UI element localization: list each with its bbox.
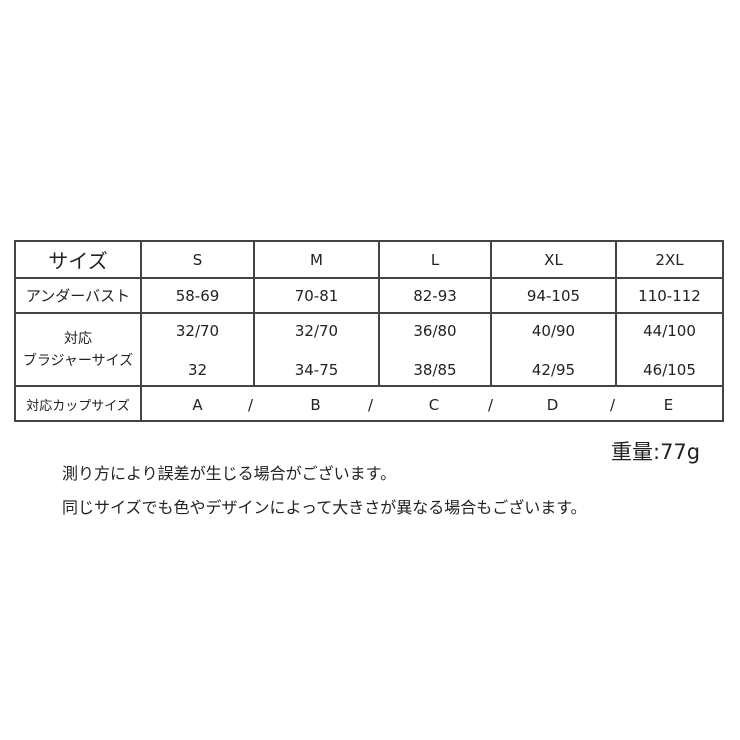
cup-size-value: D	[546, 395, 559, 414]
under-bust-value: 94-105	[490, 279, 615, 312]
weight-label: 重量:77g	[611, 440, 701, 464]
cup-size-value: C	[428, 395, 440, 414]
bra-size-cell: 36/80 38/85	[378, 314, 490, 385]
under-bust-value: 70-81	[253, 279, 378, 312]
size-chart-table: サイズ S M L XL 2XL アンダーバスト 58-69 70-81 82-…	[14, 240, 724, 422]
bra-size-bottom: 32	[187, 361, 208, 379]
bra-size-cell: 40/90 42/95	[490, 314, 615, 385]
bra-size-cell: 32/70 32	[140, 314, 253, 385]
size-m: M	[253, 242, 378, 277]
bra-size-bottom: 34-75	[294, 361, 339, 379]
bra-size-cell: 32/70 34-75	[253, 314, 378, 385]
cup-size-label: 対応カップサイズ	[26, 399, 130, 414]
bra-size-bottom: 46/105	[643, 361, 696, 379]
bra-size-bottom: 42/95	[531, 361, 576, 379]
size-l: L	[378, 242, 490, 277]
cup-size-value: E	[663, 395, 674, 414]
cup-size-value: B	[310, 395, 321, 414]
size-label: サイズ	[48, 249, 108, 273]
under-bust-value: 110-112	[615, 279, 722, 312]
under-bust-value: 82-93	[378, 279, 490, 312]
bra-size-top: 32/70	[294, 322, 339, 340]
bra-size-row: 対応 ブラジャーサイズ 32/70 32 32/70 34-75 36/80 38/8…	[16, 314, 722, 387]
bra-size-bottom: 38/85	[413, 361, 457, 379]
note-line-1: 測り方により誤差が生じる場合がございます。	[62, 464, 397, 483]
cup-size-row: 対応カップサイズ A B C D E / / / /	[16, 387, 722, 422]
bra-size-label-line2: ブラジャーサイズ	[22, 352, 134, 369]
bra-size-top: 40/90	[531, 322, 576, 340]
note-line-2: 同じサイズでも色やデザインによって大きさが異なる場合もございます。	[62, 498, 587, 517]
bra-size-cell: 44/100 46/105	[615, 314, 722, 385]
under-bust-row: アンダーバスト 58-69 70-81 82-93 94-105 110-112	[16, 279, 722, 314]
size-xl: XL	[490, 242, 615, 277]
cup-size-value: A	[140, 387, 253, 422]
size-s: S	[140, 242, 253, 277]
bra-size-top: 44/100	[643, 322, 696, 340]
bra-size-label-line1: 対応	[64, 330, 92, 347]
under-bust-label: アンダーバスト	[25, 287, 131, 305]
bra-size-top: 32/70	[175, 322, 220, 340]
cup-separator: /	[248, 395, 254, 414]
cup-separator: /	[368, 395, 374, 414]
bra-size-top: 36/80	[413, 322, 457, 340]
size-2xl: 2XL	[615, 242, 722, 277]
bra-size-label: 対応 ブラジャーサイズ	[16, 314, 140, 385]
under-bust-value: 58-69	[140, 279, 253, 312]
cup-separator: /	[610, 395, 616, 414]
cup-separator: /	[488, 395, 494, 414]
header-row: サイズ S M L XL 2XL	[16, 242, 722, 279]
